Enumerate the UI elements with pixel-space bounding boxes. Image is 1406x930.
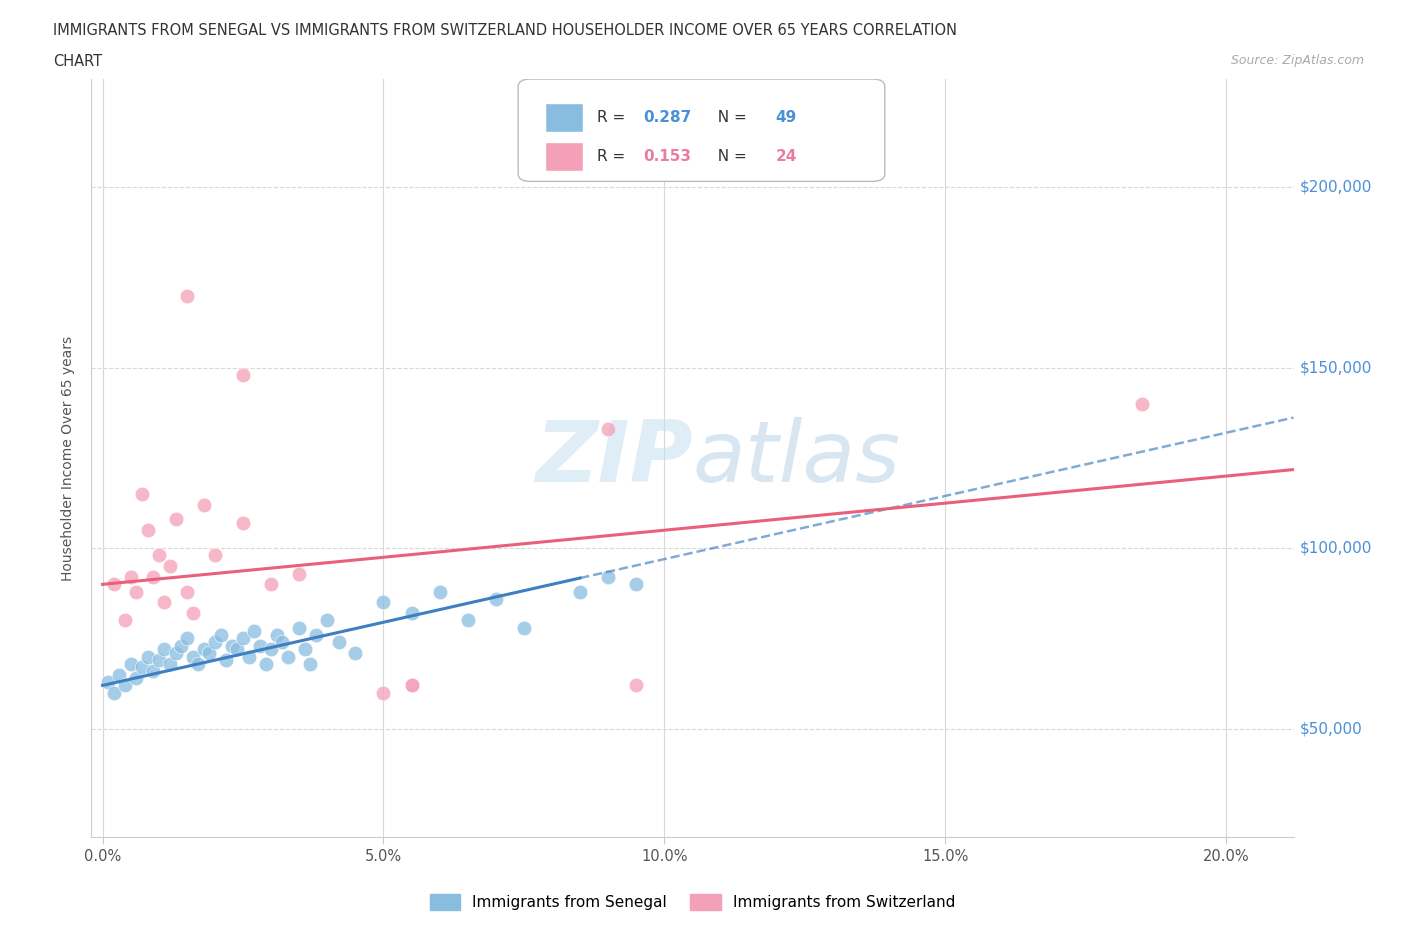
Text: $200,000: $200,000: [1299, 179, 1372, 194]
Point: [97, 674, 120, 689]
Point: [277, 649, 299, 664]
Bar: [544, 142, 583, 171]
Text: N =: N =: [709, 110, 752, 125]
Point: [136, 649, 159, 664]
Point: [626, 577, 648, 591]
Point: [569, 584, 592, 599]
Point: [125, 584, 148, 599]
Text: $50,000: $50,000: [1299, 722, 1362, 737]
Text: Source: ZipAtlas.com: Source: ZipAtlas.com: [1230, 54, 1364, 67]
Text: atlas: atlas: [692, 417, 900, 499]
Point: [131, 486, 153, 501]
Text: 49: 49: [775, 110, 797, 125]
Point: [114, 613, 136, 628]
Point: [165, 645, 187, 660]
Point: [288, 566, 311, 581]
Point: [193, 498, 215, 512]
Point: [170, 638, 193, 653]
Point: [209, 628, 232, 643]
Point: [299, 657, 322, 671]
Point: [373, 685, 395, 700]
Text: N =: N =: [709, 149, 752, 164]
Point: [176, 288, 198, 303]
Point: [103, 685, 125, 700]
Text: 0.153: 0.153: [643, 149, 692, 164]
Point: [125, 671, 148, 685]
Point: [148, 548, 170, 563]
Point: [136, 523, 159, 538]
Point: [266, 628, 288, 643]
Point: [373, 595, 395, 610]
Point: [232, 515, 254, 530]
Text: CHART: CHART: [53, 54, 103, 69]
Text: 0.287: 0.287: [643, 110, 692, 125]
Text: R =: R =: [598, 110, 631, 125]
Point: [294, 642, 316, 657]
Point: [176, 584, 198, 599]
Point: [148, 653, 170, 668]
Point: [249, 638, 271, 653]
Point: [165, 512, 187, 526]
Point: [187, 657, 209, 671]
Y-axis label: Householder Income Over 65 years: Householder Income Over 65 years: [62, 336, 76, 580]
Point: [305, 628, 328, 643]
Point: [271, 634, 294, 649]
Point: [232, 631, 254, 646]
Point: [316, 613, 339, 628]
Point: [238, 649, 260, 664]
Point: [159, 559, 181, 574]
Point: [626, 678, 648, 693]
Text: ZIP: ZIP: [534, 417, 692, 499]
Point: [159, 657, 181, 671]
Point: [204, 634, 226, 649]
Point: [215, 653, 238, 668]
Point: [108, 667, 131, 682]
Point: [153, 642, 176, 657]
Point: [243, 624, 266, 639]
Point: [1130, 396, 1153, 411]
Point: [513, 620, 536, 635]
Point: [254, 657, 277, 671]
Point: [232, 367, 254, 382]
Point: [288, 620, 311, 635]
Point: [176, 631, 198, 646]
Point: [328, 634, 350, 649]
Point: [198, 645, 221, 660]
FancyBboxPatch shape: [519, 79, 884, 181]
Point: [457, 613, 479, 628]
Point: [429, 584, 451, 599]
Bar: [544, 102, 583, 131]
Point: [598, 570, 620, 585]
Point: [193, 642, 215, 657]
Point: [181, 649, 204, 664]
Point: [226, 642, 249, 657]
Point: [204, 548, 226, 563]
Point: [485, 591, 508, 606]
Legend: Immigrants from Senegal, Immigrants from Switzerland: Immigrants from Senegal, Immigrants from…: [423, 888, 962, 917]
Point: [131, 660, 153, 675]
Point: [103, 577, 125, 591]
Text: IMMIGRANTS FROM SENEGAL VS IMMIGRANTS FROM SWITZERLAND HOUSEHOLDER INCOME OVER 6: IMMIGRANTS FROM SENEGAL VS IMMIGRANTS FR…: [53, 23, 957, 38]
Point: [153, 595, 176, 610]
Text: $150,000: $150,000: [1299, 360, 1372, 376]
Point: [221, 638, 243, 653]
Point: [260, 577, 283, 591]
Point: [142, 570, 165, 585]
Point: [120, 657, 142, 671]
Point: [181, 605, 204, 620]
Point: [142, 663, 165, 678]
Point: [401, 678, 423, 693]
Point: [401, 605, 423, 620]
Point: [120, 570, 142, 585]
Point: [344, 645, 367, 660]
Text: 24: 24: [775, 149, 797, 164]
Point: [114, 678, 136, 693]
Text: R =: R =: [598, 149, 631, 164]
Point: [598, 421, 620, 436]
Point: [260, 642, 283, 657]
Point: [401, 678, 423, 693]
Text: $100,000: $100,000: [1299, 540, 1372, 556]
